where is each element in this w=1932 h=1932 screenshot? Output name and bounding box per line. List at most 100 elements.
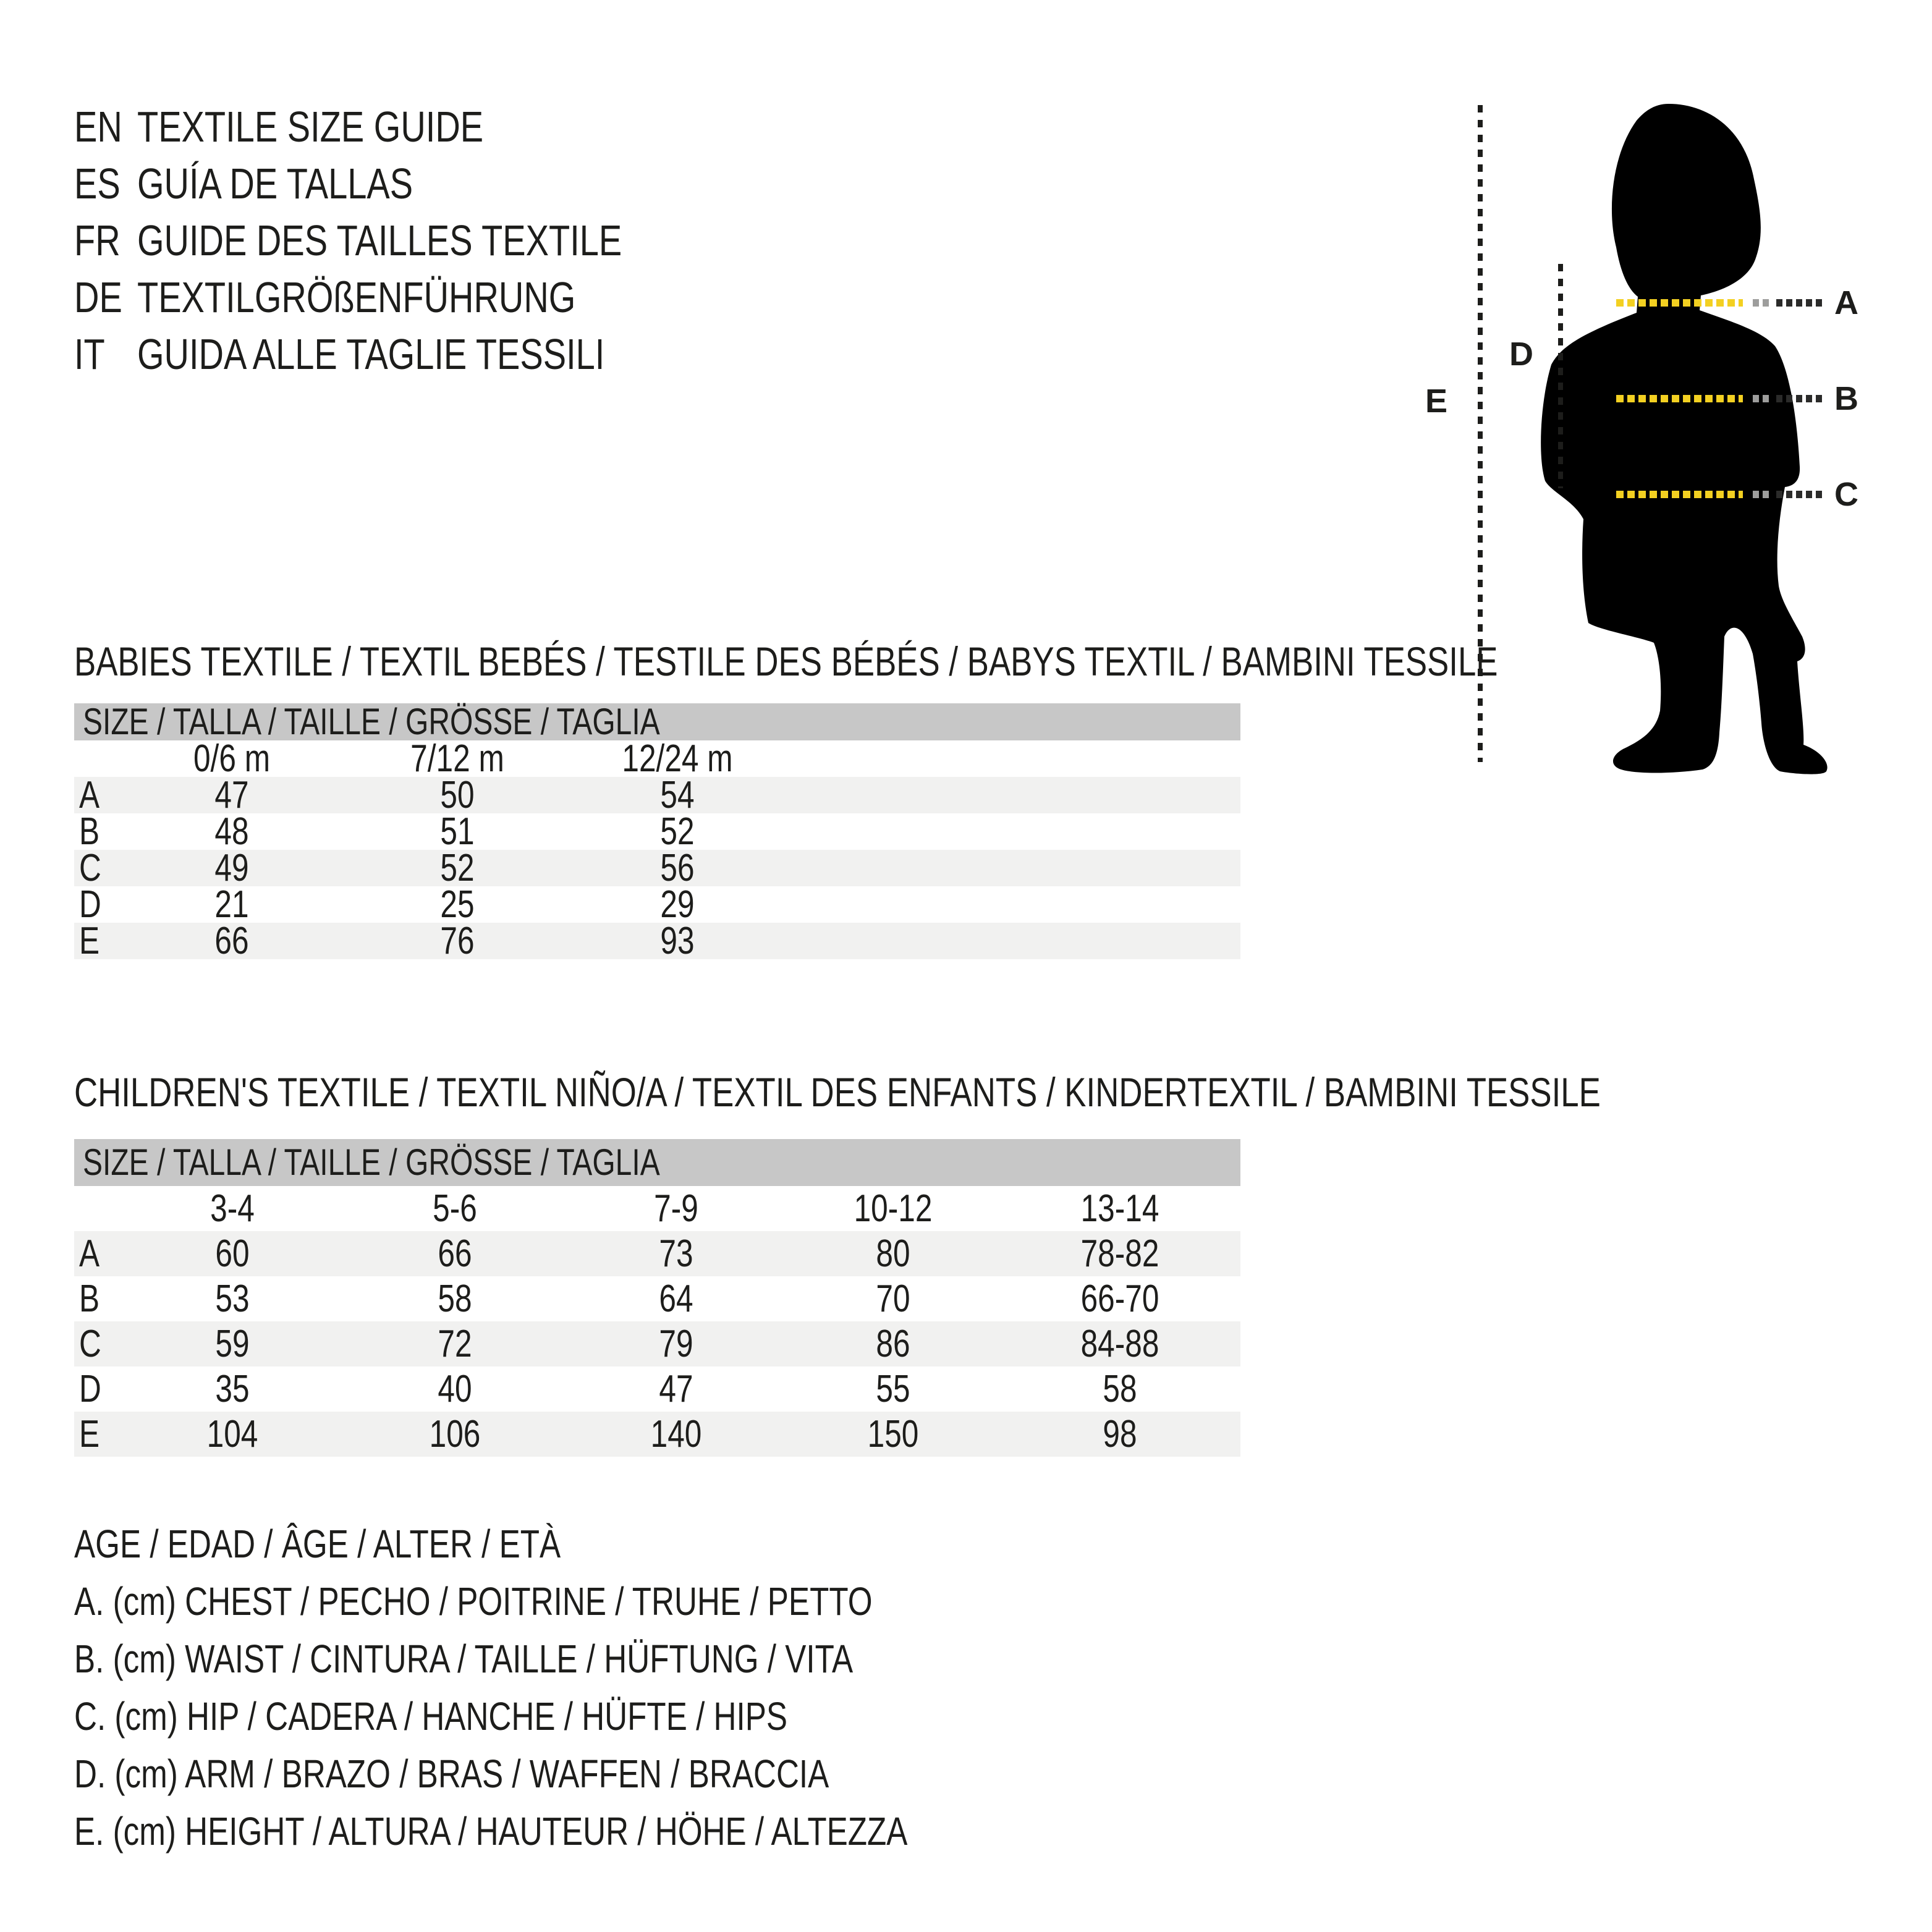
table-cell: 66: [438, 1232, 472, 1275]
language-row-de: DE TEXTILGRÖßENFÜHRUNG: [74, 269, 743, 326]
row-label: C: [79, 847, 101, 889]
column-header: 7/12 m: [410, 737, 504, 780]
row-label: B: [79, 1277, 100, 1320]
column-header: 12/24 m: [622, 737, 733, 780]
column-header: 10-12: [854, 1187, 933, 1230]
hip-line-dark: [1776, 491, 1824, 498]
legend-height: E. (cm) HEIGHT / ALTURA / HAUTEUR / HÖHE…: [74, 1809, 908, 1854]
hip-line-yellow: [1616, 491, 1743, 498]
measure-label-c: C: [1834, 476, 1858, 513]
guide-title-fr: GUIDE DES TAILLES TEXTILE: [137, 216, 622, 265]
table-cell: 78-82: [1080, 1232, 1159, 1275]
row-label: A: [79, 1232, 100, 1275]
table-cell: 76: [440, 920, 475, 962]
table-cell: 93: [660, 920, 695, 962]
guide-title-it: GUIDA ALLE TAGLIE TESSILI: [137, 330, 605, 378]
measure-label-a: A: [1834, 284, 1858, 321]
table-row-stripe: [74, 923, 1240, 959]
table-row-stripe: [74, 1231, 1240, 1276]
table-cell: 40: [438, 1368, 472, 1410]
table-row-stripe: [74, 1412, 1240, 1457]
table-cell: 52: [660, 810, 695, 853]
table-cell: 25: [440, 883, 475, 926]
column-header: 5-6: [433, 1187, 477, 1230]
language-code: FR: [74, 216, 121, 265]
language-code: ES: [74, 159, 121, 208]
language-code: DE: [74, 273, 122, 321]
table-cell: 86: [876, 1323, 910, 1365]
chest-line-dark: [1776, 299, 1824, 307]
table-cell: 80: [876, 1232, 910, 1275]
table-cell: 29: [660, 883, 695, 926]
table-row-stripe: [74, 850, 1240, 886]
table-cell: 70: [876, 1277, 910, 1320]
table-cell: 53: [215, 1277, 250, 1320]
table-cell: 84-88: [1080, 1323, 1159, 1365]
chest-line-yellow: [1616, 299, 1743, 307]
measure-label-b: B: [1834, 380, 1858, 417]
row-label: C: [79, 1323, 101, 1365]
table-cell: 58: [1103, 1368, 1137, 1410]
language-row-en: EN TEXTILE SIZE GUIDE: [74, 98, 743, 155]
column-header: 0/6 m: [193, 737, 271, 780]
table-cell: 54: [660, 774, 695, 816]
children-section-title: CHILDREN'S TEXTILE / TEXTIL NIÑO/A / TEX…: [74, 1069, 1601, 1115]
row-label: E: [79, 1413, 100, 1455]
column-header: 7-9: [654, 1187, 698, 1230]
table-cell: 56: [660, 847, 695, 889]
language-code: EN: [74, 103, 122, 151]
row-label: D: [79, 1368, 101, 1410]
children-size-header: SIZE / TALLA / TAILLE / GRÖSSE / TAGLIA: [83, 1142, 660, 1183]
table-cell: 21: [214, 883, 249, 926]
table-cell: 72: [438, 1323, 472, 1365]
legend-waist: B. (cm) WAIST / CINTURA / TAILLE / HÜFTU…: [74, 1637, 854, 1681]
table-cell: 58: [438, 1277, 472, 1320]
chest-line-gray: [1753, 299, 1770, 307]
table-cell: 73: [659, 1232, 693, 1275]
table-cell: 150: [867, 1413, 919, 1455]
table-cell: 106: [429, 1413, 481, 1455]
table-cell: 66-70: [1080, 1277, 1159, 1320]
row-label: D: [79, 883, 101, 926]
babies-section-title: BABIES TEXTILE / TEXTIL BEBÉS / TESTILE …: [74, 638, 1498, 684]
column-header: 3-4: [210, 1187, 255, 1230]
row-label: B: [79, 810, 100, 853]
arm-measure-line-D: [1558, 264, 1563, 488]
table-cell: 49: [214, 847, 249, 889]
legend-arm: D. (cm) ARM / BRAZO / BRAS / WAFFEN / BR…: [74, 1752, 829, 1796]
table-cell: 47: [659, 1368, 693, 1410]
table-cell: 79: [659, 1323, 693, 1365]
waist-line-gray: [1753, 395, 1770, 402]
table-cell: 64: [659, 1277, 693, 1320]
language-row-fr: FR GUIDE DES TAILLES TEXTILE: [74, 212, 743, 269]
babies-size-header: SIZE / TALLA / TAILLE / GRÖSSE / TAGLIA: [83, 701, 660, 742]
measure-label-e: E: [1425, 383, 1448, 420]
legend-hip: C. (cm) HIP / CADERA / HANCHE / HÜFTE / …: [74, 1694, 788, 1739]
table-cell: 48: [214, 810, 249, 853]
table-cell: 60: [215, 1232, 250, 1275]
language-title-block: EN TEXTILE SIZE GUIDE ES GUÍA DE TALLAS …: [74, 98, 743, 383]
waist-line-dark: [1776, 395, 1824, 402]
table-cell: 140: [650, 1413, 702, 1455]
language-code: IT: [74, 330, 105, 378]
table-cell: 98: [1103, 1413, 1137, 1455]
table-cell: 55: [876, 1368, 910, 1410]
language-row-es: ES GUÍA DE TALLAS: [74, 155, 743, 212]
guide-title-en: TEXTILE SIZE GUIDE: [137, 103, 484, 151]
row-label: E: [79, 920, 100, 962]
guide-title-de: TEXTILGRÖßENFÜHRUNG: [137, 273, 576, 321]
row-label: A: [79, 774, 100, 816]
babies-size-header-band: SIZE / TALLA / TAILLE / GRÖSSE / TAGLIA: [74, 703, 1240, 740]
table-cell: 51: [440, 810, 475, 853]
legend-chest: A. (cm) CHEST / PECHO / POITRINE / TRUHE…: [74, 1579, 873, 1624]
children-size-header-band: SIZE / TALLA / TAILLE / GRÖSSE / TAGLIA: [74, 1139, 1240, 1186]
table-row-stripe: [74, 1321, 1240, 1366]
legend-age: AGE / EDAD / ÂGE / ALTER / ETÀ: [74, 1522, 561, 1566]
measurement-legend: AGE / EDAD / ÂGE / ALTER / ETÀ A. (cm) C…: [74, 1515, 1116, 1860]
waist-line-yellow: [1616, 395, 1743, 402]
table-row-stripe: [74, 777, 1240, 813]
column-header: 13-14: [1080, 1187, 1159, 1230]
hip-line-gray: [1753, 491, 1770, 498]
height-measure-line-E: [1478, 105, 1483, 762]
